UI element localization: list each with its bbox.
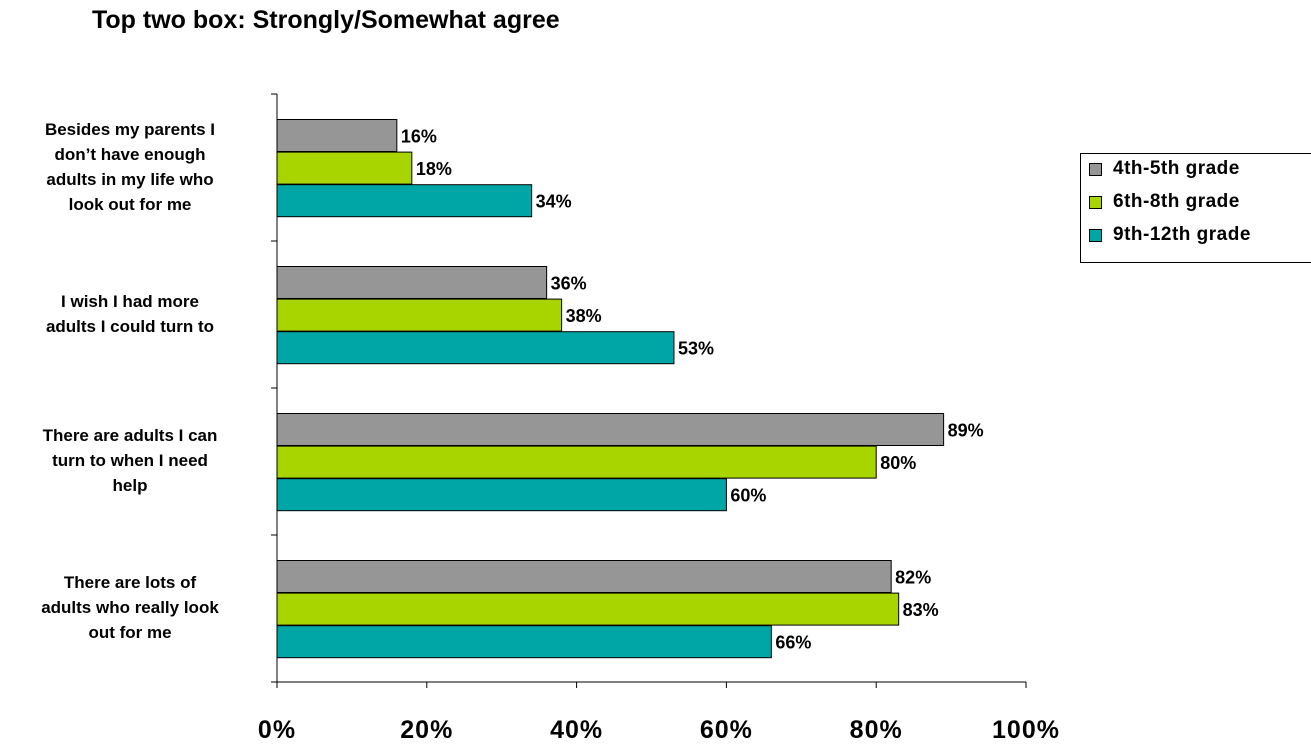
legend-label: 9th-12th grade — [1113, 224, 1251, 245]
x-tick-label: 40% — [550, 716, 603, 744]
bar — [276, 151, 413, 185]
legend-swatch — [1089, 229, 1102, 242]
bar — [276, 413, 945, 446]
category-label-line: adults I could turn to — [45, 316, 215, 336]
legend-label: 4th-5th grade — [1113, 158, 1240, 179]
category-label-line: out for me — [88, 623, 172, 642]
bar — [276, 478, 727, 512]
category-label: There are adults I can turn to when I nee… — [10, 423, 250, 498]
data-label: 82% — [895, 568, 931, 588]
legend-swatch — [1089, 196, 1102, 209]
category-label-line: There are adults I can — [42, 426, 218, 445]
category-label-line: Besides my parents I — [44, 119, 216, 139]
data-label: 89% — [948, 421, 984, 441]
bar — [276, 445, 877, 479]
category-label-line: turn to when I need — [52, 451, 208, 470]
legend-label: 6th-8th grade — [1113, 191, 1240, 212]
data-label: 34% — [536, 192, 572, 212]
bar — [276, 625, 772, 659]
category-label-line: There are lots of — [63, 573, 197, 592]
bar — [276, 560, 892, 593]
legend-swatch — [1089, 163, 1102, 176]
bar — [276, 298, 563, 332]
data-label: 36% — [551, 274, 587, 294]
x-tick-label: 100% — [992, 716, 1060, 744]
data-label: 38% — [566, 306, 602, 326]
category-label: I wish I had more adults I could turn to — [10, 289, 250, 339]
category-label-line: adults who really look — [41, 598, 219, 617]
bar — [276, 331, 675, 365]
category-label-line: adults in my life who — [46, 169, 214, 189]
bar — [276, 119, 398, 152]
x-tick-label: 60% — [700, 716, 753, 744]
x-tick-label: 80% — [850, 716, 903, 744]
data-label: 60% — [730, 486, 766, 506]
category-label: There are lots of adults who really look o… — [10, 570, 250, 645]
bar — [276, 266, 548, 299]
x-tick-label: 20% — [400, 716, 453, 744]
x-tick-label: 0% — [258, 716, 296, 744]
data-label: 66% — [775, 633, 811, 653]
category-label-line: I wish I had more — [61, 291, 199, 311]
category-label: Besides my parents I don’t have enough adu… — [10, 117, 250, 217]
data-label: 83% — [903, 600, 939, 620]
data-label: 80% — [880, 453, 916, 473]
legend: 4th-5th grade 6th-8th grade 9th-12th grade — [1080, 153, 1311, 263]
category-label-line: don’t have enough — [54, 144, 206, 164]
category-label-line: help — [112, 476, 148, 495]
category-label-line: look out for me — [68, 194, 192, 214]
data-label: 16% — [401, 127, 437, 147]
chart-title: Top two box: Strongly/Somewhat agree — [92, 6, 560, 34]
data-label: 18% — [416, 159, 452, 179]
bar — [276, 592, 900, 626]
data-label: 53% — [678, 339, 714, 359]
bar — [276, 184, 533, 218]
